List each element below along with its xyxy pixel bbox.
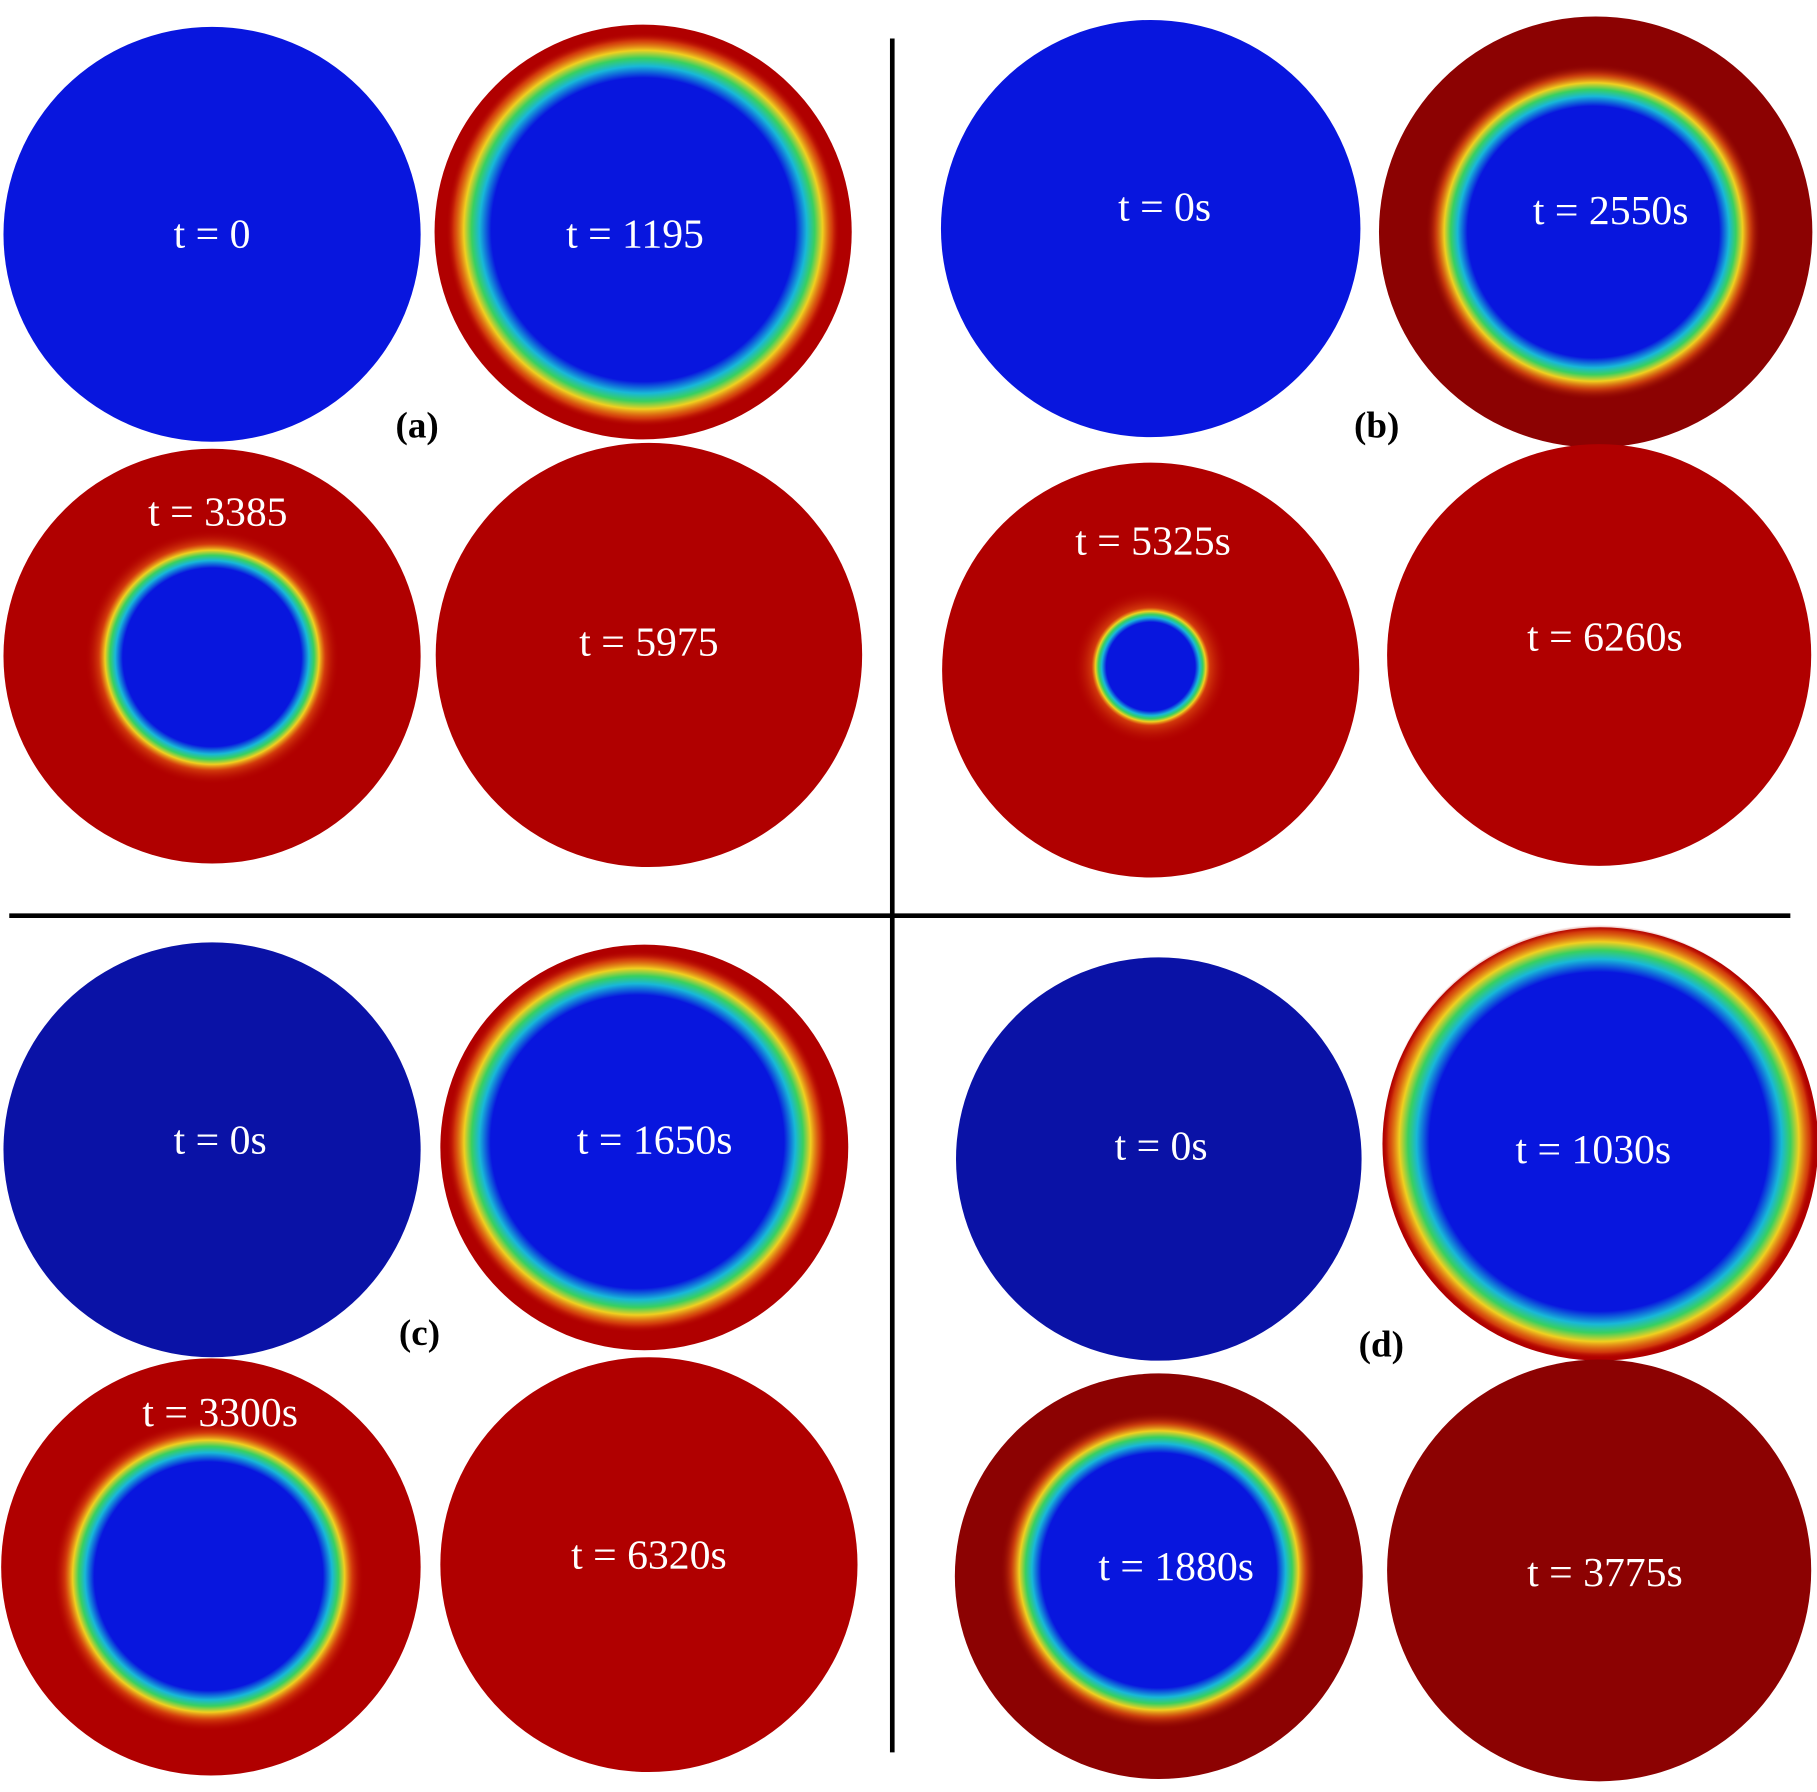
panel: t = 0s t = 1030s t = 1880s t = 3775s (d) bbox=[954, 924, 1817, 1782]
domain-disk bbox=[440, 1357, 858, 1773]
phase-front bbox=[1000, 1411, 1318, 1730]
time-label: t = 6260s bbox=[1527, 615, 1683, 661]
phase-front bbox=[446, 32, 841, 427]
time-label: t = 1880s bbox=[1098, 1544, 1254, 1590]
panel: t = 0 t = 1195 t = 3385 t = 5975 (a) bbox=[3, 24, 863, 868]
time-label: t = 0s bbox=[1115, 1123, 1208, 1169]
domain-disk bbox=[940, 19, 1361, 438]
phase-front bbox=[53, 1420, 364, 1732]
domain-disk bbox=[956, 957, 1362, 1361]
time-label: t = 0 bbox=[174, 211, 251, 257]
time-label: t = 1650s bbox=[577, 1118, 733, 1164]
phase-front bbox=[446, 950, 829, 1333]
domain-disk bbox=[3, 26, 421, 442]
domain-disk bbox=[1387, 1359, 1812, 1782]
phase-front bbox=[84, 529, 340, 785]
time-label: t = 5325s bbox=[1075, 518, 1231, 564]
time-label: t = 1195 bbox=[566, 211, 704, 257]
phase-front bbox=[1382, 924, 1816, 1359]
domain-disk bbox=[1387, 444, 1812, 866]
time-label: t = 3300s bbox=[142, 1390, 298, 1436]
time-label: t = 1030s bbox=[1516, 1127, 1672, 1173]
time-label: t = 0s bbox=[1118, 185, 1211, 231]
time-label: t = 0s bbox=[174, 1118, 267, 1164]
time-label: t = 3775s bbox=[1527, 1550, 1683, 1596]
panel-label: (b) bbox=[1354, 406, 1399, 447]
phase-front bbox=[1425, 63, 1762, 401]
time-label: t = 6320s bbox=[571, 1532, 727, 1578]
panel-label: (c) bbox=[399, 1313, 440, 1354]
panel: t = 0s t = 2550s t = 5325s t = 6260s (b) bbox=[940, 16, 1813, 878]
panel: t = 0s t = 1650s t = 3300s t = 6320s (c) bbox=[1, 942, 858, 1776]
time-label: t = 5975 bbox=[579, 619, 718, 665]
domain-disk bbox=[3, 942, 421, 1358]
domain-disk bbox=[435, 442, 863, 868]
panel-label: (d) bbox=[1359, 1324, 1404, 1365]
time-label: t = 2550s bbox=[1533, 188, 1689, 234]
panel-label: (a) bbox=[396, 406, 439, 447]
phase-front bbox=[1073, 588, 1229, 745]
time-label: t = 3385 bbox=[148, 489, 287, 535]
